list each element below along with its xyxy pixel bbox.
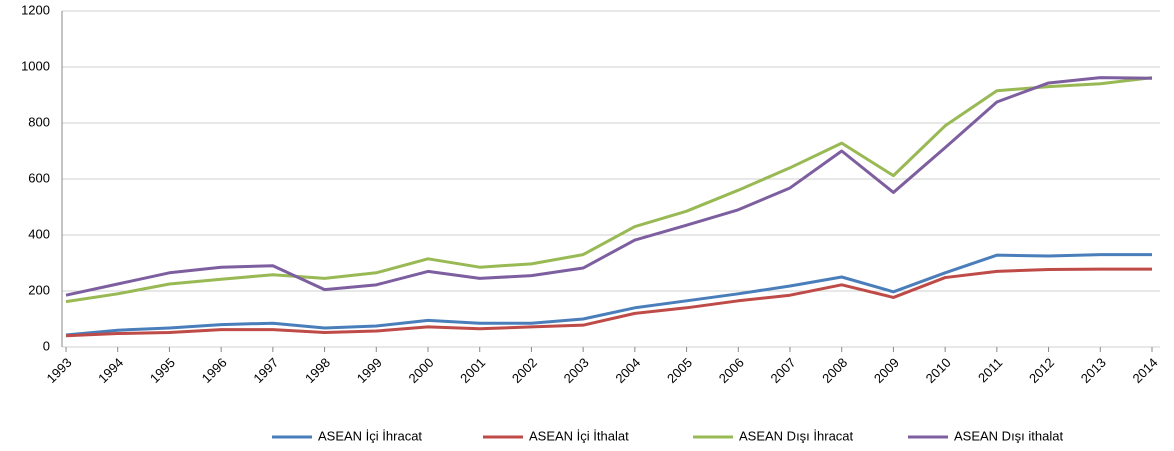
x-tick-label: 1996 <box>199 355 230 386</box>
x-tick-label: 2005 <box>664 355 695 386</box>
x-tick-label: 1994 <box>95 355 126 386</box>
x-tick-label: 2001 <box>457 355 488 386</box>
x-tick-label: 2009 <box>871 355 902 386</box>
y-tick-label: 1200 <box>21 2 50 17</box>
x-tick-label: 2011 <box>975 355 1005 385</box>
legend-label: ASEAN İçi İhracat <box>318 428 422 443</box>
x-tick-label: 1993 <box>43 355 74 386</box>
x-tick-label: 2002 <box>509 355 540 386</box>
x-tick-label: 1995 <box>147 355 178 386</box>
legend-label: ASEAN Dışı ithalat <box>954 428 1063 443</box>
x-tick-label: 2006 <box>716 355 747 386</box>
x-tick-label: 2012 <box>1026 355 1057 386</box>
y-tick-label: 800 <box>28 114 50 129</box>
series-line <box>65 76 1153 297</box>
y-tick-label: 1000 <box>21 58 50 73</box>
x-tick-label: 1997 <box>250 355 281 386</box>
y-tick-label: 200 <box>28 282 50 297</box>
x-tick-label: 2004 <box>612 355 643 386</box>
x-tick-label: 2013 <box>1078 355 1109 386</box>
y-tick-label: 0 <box>43 338 50 353</box>
x-tick-label: 1998 <box>302 355 333 386</box>
x-tick-label: 2014 <box>1129 355 1160 386</box>
y-tick-label: 600 <box>28 170 50 185</box>
y-tick-label: 400 <box>28 226 50 241</box>
legend-label: ASEAN Dışı İhracat <box>739 428 854 443</box>
legend-label: ASEAN İçi İthalat <box>529 428 629 443</box>
series-line <box>65 267 1152 338</box>
series-line <box>65 76 1153 304</box>
series-line <box>65 253 1152 337</box>
x-tick-label: 2003 <box>561 355 592 386</box>
x-tick-label: 1999 <box>354 355 385 386</box>
x-tick-label: 2010 <box>923 355 954 386</box>
x-tick-label: 2007 <box>767 355 798 386</box>
x-tick-label: 2000 <box>405 355 436 386</box>
x-tick-label: 2008 <box>819 355 850 386</box>
